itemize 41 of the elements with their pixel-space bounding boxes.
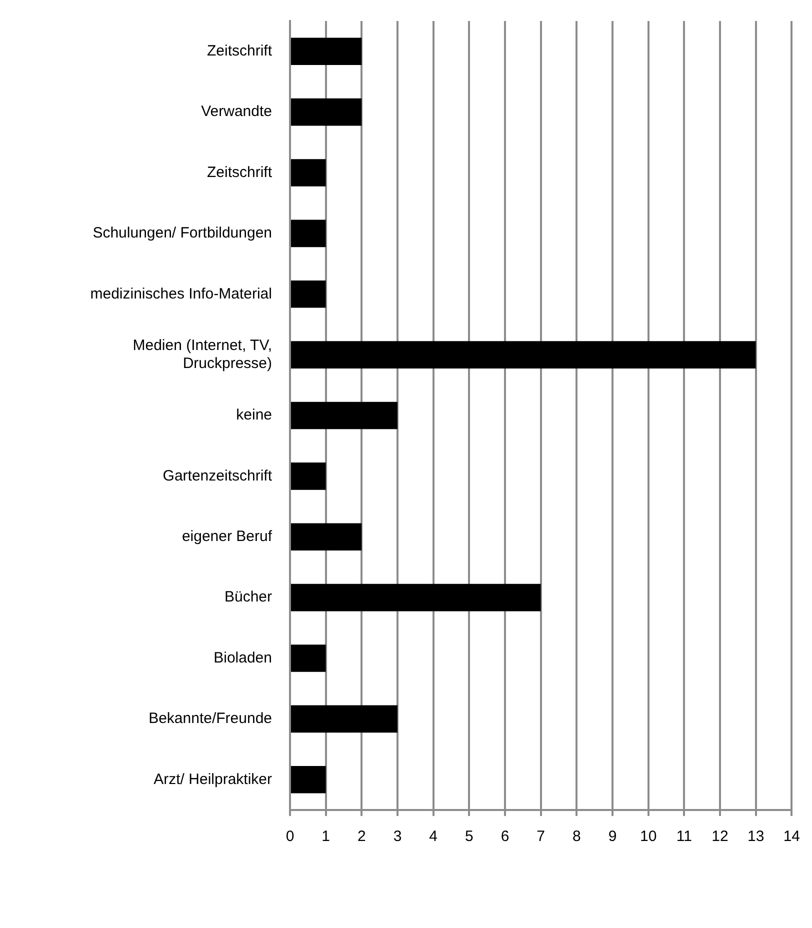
y-tick-label: Arzt/ Heilpraktiker [154,770,272,788]
x-tick-label: 3 [393,828,402,846]
x-tick-label: 2 [357,828,366,846]
y-tick-label: Schulungen/ Fortbildungen [92,224,272,242]
bar [291,98,362,126]
x-tick-label: 1 [322,828,330,846]
y-tick-label: keine [236,406,272,424]
y-tick-label: Zeitschrift [206,42,273,60]
x-tick-label: 14 [783,828,800,846]
y-tick-label: Bücher [224,588,272,606]
bar [291,644,326,672]
bar [291,38,362,65]
x-tick-label: 0 [286,828,294,846]
x-tick-label: 11 [676,828,692,846]
x-tick-label: 7 [536,828,545,846]
y-tick-label: eigener Beruf [182,528,273,546]
bar [291,766,326,794]
y-tick-label: Verwandte [201,103,272,120]
bar [291,705,398,733]
y-tick-label: Bioladen [214,649,272,666]
x-tick-label: 6 [500,828,510,846]
x-tick-label: 9 [608,828,617,846]
bar [291,220,326,248]
bar [291,159,326,186]
x-tick-label: 12 [712,828,728,846]
y-tick-label: Zeitschrift [206,164,273,181]
y-tick-label: Bekannte/Freunde [148,710,272,728]
x-tick-label: 13 [747,828,764,846]
y-tick-label: medizinisches Info-Material [90,285,272,302]
bar [291,341,756,368]
x-tick-label: 10 [640,828,657,846]
bar [291,280,326,308]
y-tick-label: Gartenzeitschrift [162,467,273,484]
y-tick-label: Medien (Internet, TV, Druckpresse) [132,336,272,372]
bar [291,462,326,490]
bar [291,523,362,551]
x-tick-label: 5 [464,828,474,846]
x-tick-label: 4 [429,828,438,846]
bar [291,402,398,430]
x-tick-label: 8 [572,828,581,846]
bar [291,584,541,612]
